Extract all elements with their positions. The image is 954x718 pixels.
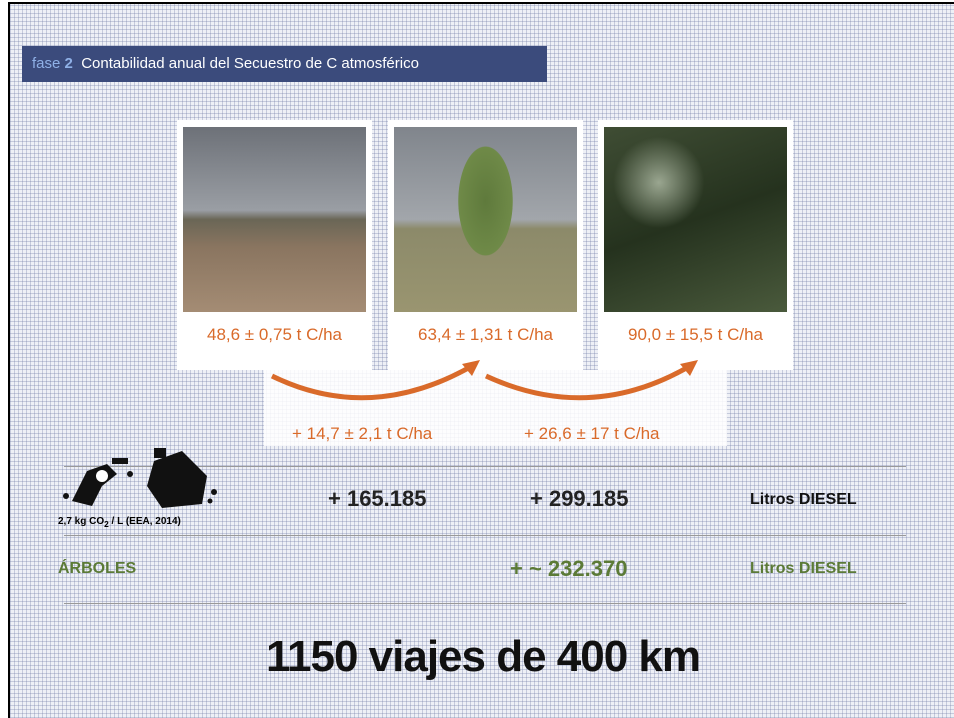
arrow: [486, 366, 690, 398]
increment-label: + 14,7 ± 2,1 t C/ha: [292, 424, 432, 444]
divider: [64, 535, 906, 536]
divider: [64, 603, 906, 604]
slide: fase 2 Contabilidad anual del Secuestro …: [8, 2, 954, 718]
arrow: [272, 366, 472, 398]
trees-value: + ~ 232.370: [510, 556, 627, 582]
co2-note: 2,7 kg CO2 / L (EEA, 2014): [58, 516, 181, 529]
trees-unit: Litros DIESEL: [750, 560, 857, 578]
note-text: 2,7 kg CO: [58, 516, 104, 527]
diesel-icons: [62, 446, 222, 512]
diesel-unit: Litros DIESEL: [750, 491, 857, 509]
diesel-value: + 299.185: [530, 486, 628, 512]
arrows: [10, 4, 954, 464]
trees-label: ÁRBOLES: [58, 560, 136, 578]
diesel-value: + 165.185: [328, 486, 426, 512]
summary: 1150 viajes de 400 km: [10, 632, 954, 682]
note-text: / L (EEA, 2014): [109, 516, 181, 527]
page: {"header": {"phase_label": "fase", "phas…: [0, 0, 954, 718]
increment-label: + 26,6 ± 17 t C/ha: [524, 424, 660, 444]
